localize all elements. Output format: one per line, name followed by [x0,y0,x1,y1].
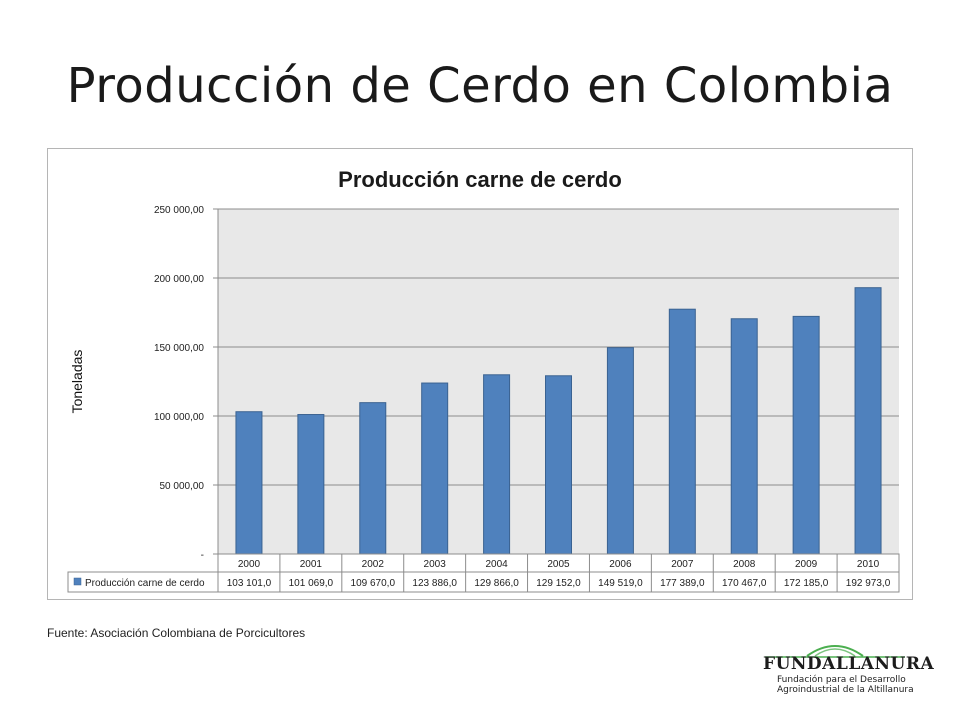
bar-chart: Producción carne de cerdo - 50 000,00 100 0… [67,167,900,593]
bar-2002 [359,402,387,555]
bar-2008 [730,318,758,555]
data-table-value: 149 519,0 [598,578,643,589]
bar-2006 [606,347,634,555]
legend-series-name: Producción carne de cerdo [85,578,205,589]
fundallanura-logo: FUNDALLANURA Fundación para el Desarroll… [755,638,934,714]
bar-2005 [545,375,572,555]
x-tick-label: 2007 [671,559,694,570]
logo-tagline-1: Fundación para el Desarrollo [777,675,906,685]
y-tick-label: 100 000,00 [154,412,204,423]
data-table-value: 172 185,0 [784,578,829,589]
bar-2003 [421,382,449,555]
source-note: Fuente: Asociación Colombiana de Porcicu… [47,626,306,640]
bar-2004 [483,374,511,555]
data-table-value: 109 670,0 [351,578,396,589]
bar-2000 [235,411,263,555]
x-tick-label: 2004 [485,559,508,570]
chart-frame: Producción carne de cerdo - 50 000,00 100 0… [47,148,913,600]
x-tick-label: 2000 [238,559,261,570]
chart-title: Producción carne de cerdo [338,167,622,192]
data-table-value: 129 152,0 [536,578,581,589]
logo-name: FUNDALLANURA [763,654,935,674]
data-table-value: 103 101,0 [227,578,272,589]
x-tick-label: 2008 [733,559,756,570]
x-tick-label: 2006 [609,559,632,570]
y-tick-label: - [201,550,204,561]
x-tick-label: 2005 [547,559,570,570]
x-tick-label: 2003 [424,559,447,570]
y-tick-label: 250 000,00 [154,205,204,216]
x-tick-label: 2001 [300,559,323,570]
y-tick-label: 200 000,00 [154,274,204,285]
data-table-value: 177 389,0 [660,578,705,589]
slide-title: Producción de Cerdo en Colombia [66,58,894,114]
bar-2001 [297,414,325,555]
y-tick-label: 50 000,00 [160,481,205,492]
data-table-value: 192 973,0 [846,578,891,589]
bar-2009 [792,315,820,555]
data-table-value: 129 866,0 [474,578,519,589]
bar-2010 [854,287,882,555]
y-axis-label: Toneladas [69,350,85,414]
logo-tagline-2: Agroindustrial de la Altillanura [777,685,914,695]
x-tick-label: 2009 [795,559,818,570]
logo-arc-icon [765,645,905,658]
legend-key [73,577,82,586]
bar-2007 [668,308,696,555]
data-table-value: 123 886,0 [412,578,457,589]
data-table-value: 101 069,0 [289,578,334,589]
x-tick-label: 2010 [857,559,880,570]
data-table-value: 170 467,0 [722,578,767,589]
y-tick-label: 150 000,00 [154,343,204,354]
x-tick-label: 2002 [362,559,385,570]
